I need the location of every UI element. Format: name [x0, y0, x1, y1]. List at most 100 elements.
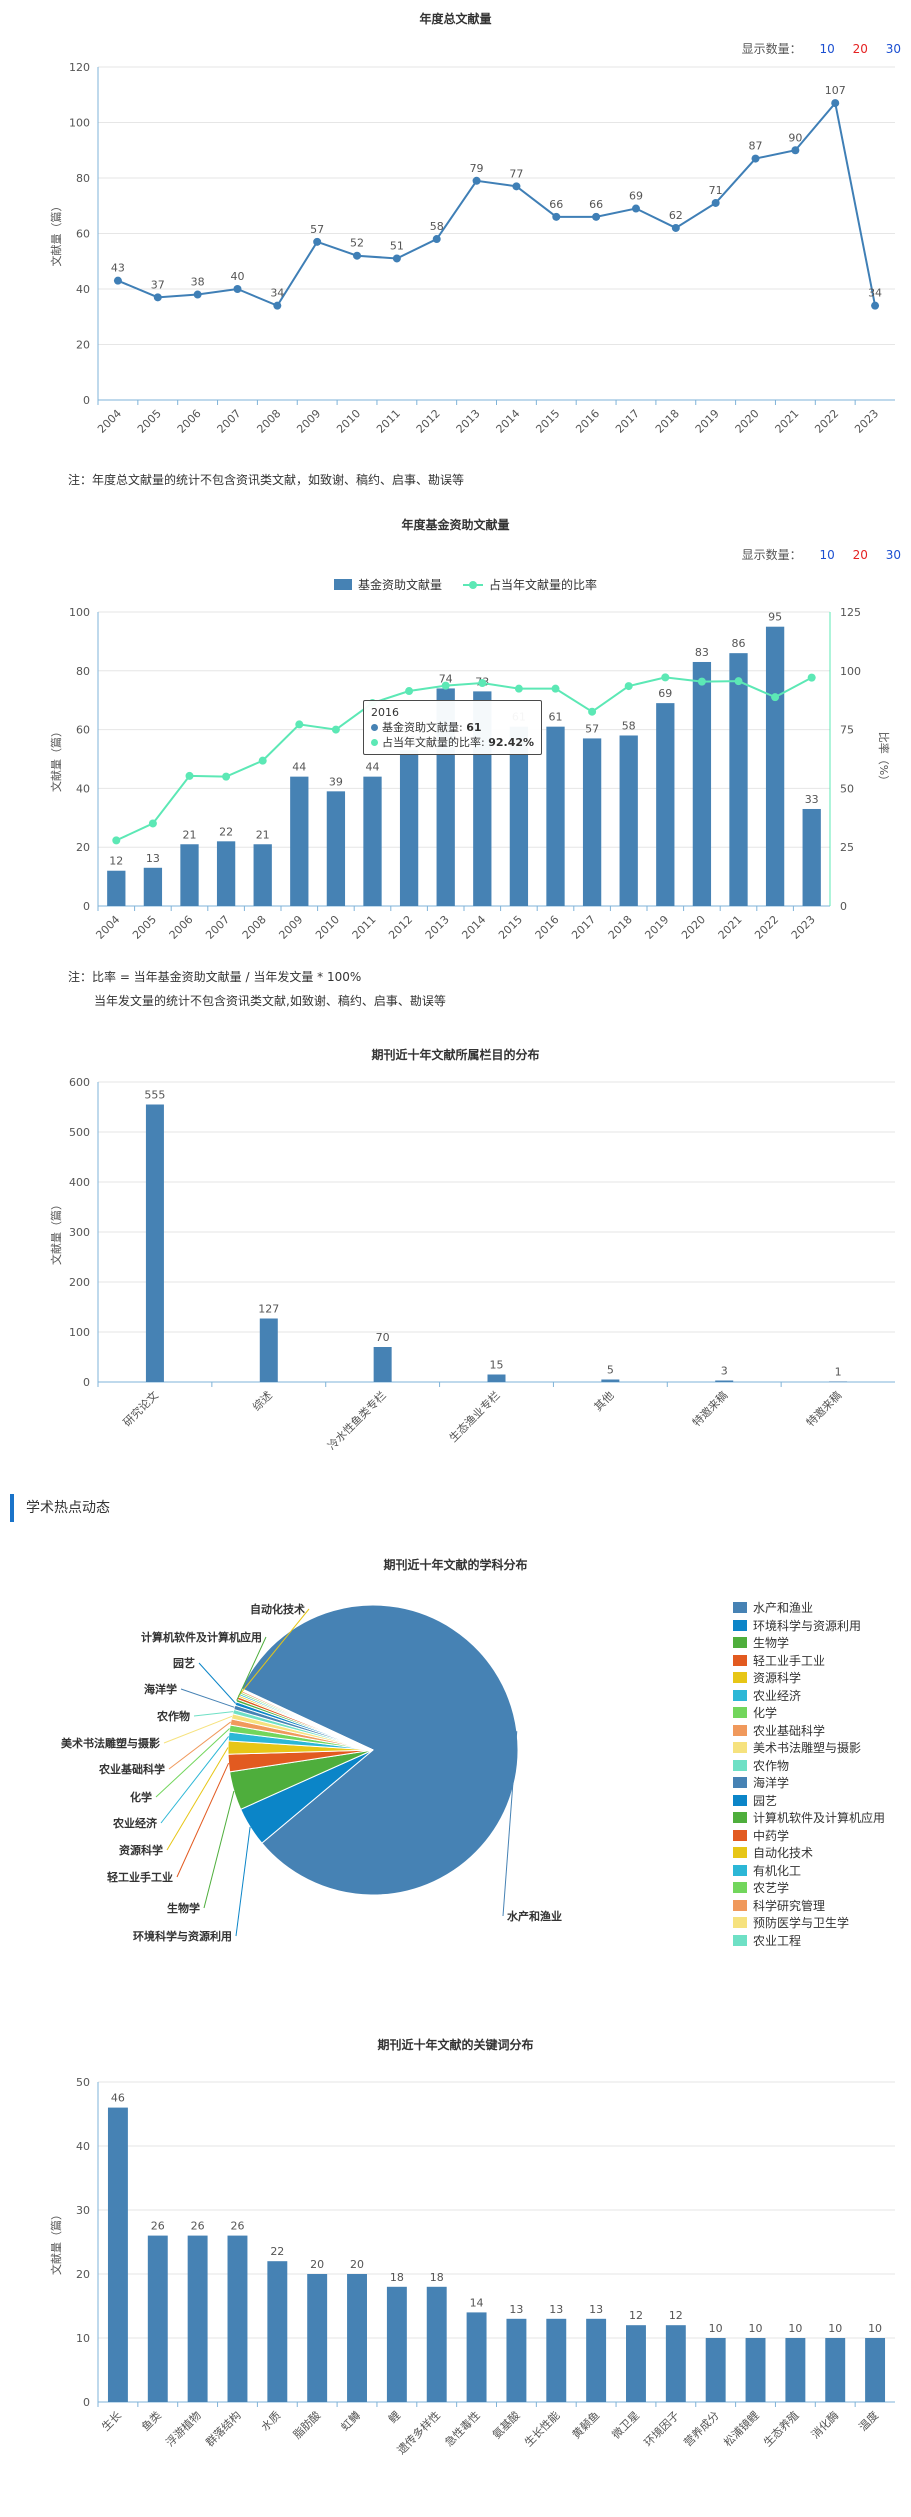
bar — [253, 844, 272, 906]
show-count-10-button[interactable]: 10 — [819, 548, 835, 562]
legend-item[interactable]: 科学研究管理 — [733, 1898, 885, 1916]
callout-label: 化学 — [130, 1790, 152, 1804]
tooltip-bar-label: 基金资助文献量 — [382, 721, 459, 734]
x-tick-label: 脂肪酸 — [290, 2408, 323, 2441]
callout-label: 农业基础科学 — [98, 1762, 165, 1776]
legend-item[interactable]: 化学 — [733, 1705, 885, 1723]
pie-slice — [240, 1687, 374, 1751]
bar-data-label: 12 — [669, 2309, 683, 2322]
callout-line — [168, 1721, 232, 1770]
chart2-note-line1: 注：比率 = 当年基金资助文献量 / 当年发文量 * 100% — [68, 970, 362, 984]
y-axis-label: 文献量（篇） — [49, 201, 63, 267]
legend-label: 环境科学与资源利用 — [753, 1618, 862, 1633]
y2-axis-label: 比率（%） — [877, 732, 891, 786]
show-count-30-button[interactable]: 30 — [885, 42, 901, 56]
legend-label: 农艺学 — [753, 1881, 790, 1895]
legend-item[interactable]: 资源科学 — [733, 1670, 885, 1688]
ratio-point — [148, 819, 157, 828]
academic-hotspot-heading: 学术热点动态 — [10, 1494, 110, 1522]
callout-line — [176, 1762, 230, 1878]
legend-item[interactable]: 农业工程 — [733, 1933, 885, 1951]
legend-item[interactable]: 农业经济 — [733, 1688, 885, 1706]
bar — [145, 1104, 164, 1382]
show-count-20-button[interactable]: 20 — [852, 548, 868, 562]
legend-item[interactable]: 计算机软件及计算机应用 — [733, 1810, 885, 1828]
y-tick-label: 600 — [69, 1076, 90, 1089]
x-tick-label: 其他 — [592, 1389, 617, 1414]
ratio-point — [661, 673, 670, 682]
legend-swatch — [733, 1794, 747, 1806]
legend-label: 农业经济 — [753, 1688, 802, 1703]
legend-item[interactable]: 农作物 — [733, 1758, 885, 1776]
legend-swatch — [733, 1637, 747, 1648]
legend-item[interactable]: 水产和渔业 — [733, 1600, 885, 1618]
show-count-30-button[interactable]: 30 — [885, 548, 901, 562]
x-tick-label: 黄颡鱼 — [569, 2408, 602, 2441]
bar — [665, 2325, 686, 2402]
bar-data-label: 95 — [768, 611, 782, 624]
bar — [187, 2235, 208, 2402]
legend-item[interactable]: 环境科学与资源利用 — [733, 1618, 885, 1636]
bar-data-label: 58 — [622, 719, 636, 732]
callout-line — [236, 1636, 267, 1701]
x-tick-label: 2010 — [334, 407, 363, 436]
x-tick-label: 2013 — [454, 407, 483, 436]
x-tick-label: 生态养殖 — [760, 2408, 801, 2449]
data-point — [113, 276, 122, 285]
legend-swatch — [733, 1654, 747, 1666]
bar-data-label: 15 — [490, 1359, 504, 1372]
legend-item[interactable]: 农艺学 — [733, 1880, 885, 1898]
bar — [729, 653, 748, 906]
callout-line — [163, 1715, 233, 1744]
x-tick-label: 生态渔业专栏 — [446, 1388, 503, 1445]
y-tick-label: 200 — [69, 1276, 90, 1289]
data-point — [552, 212, 561, 221]
show-count-10-button[interactable]: 10 — [819, 42, 835, 56]
line-dot-icon — [371, 739, 378, 746]
bar — [705, 2338, 726, 2402]
data-label: 90 — [788, 131, 802, 144]
x-tick-label: 2019 — [642, 913, 671, 942]
ratio-line — [115, 676, 813, 842]
legend-bar-label: 基金资助文献量 — [358, 577, 442, 592]
y-tick-label: 400 — [69, 1176, 90, 1189]
legend-item[interactable]: 生物学 — [733, 1635, 885, 1653]
legend-label: 预防医学与卫生学 — [753, 1916, 850, 1930]
data-point — [392, 254, 401, 263]
bar — [802, 808, 821, 906]
show-count-20-button[interactable]: 20 — [852, 42, 868, 56]
x-tick-label: 2012 — [386, 913, 415, 942]
legend-item[interactable]: 美术书法雕塑与摄影 — [733, 1740, 885, 1758]
callout-label: 轻工业手工业 — [107, 1870, 173, 1884]
data-point — [751, 154, 760, 163]
legend-item[interactable]: 有机化工 — [733, 1863, 885, 1881]
y-tick-label: 50 — [76, 2076, 90, 2089]
bar — [715, 1380, 734, 1382]
callout-line — [238, 1608, 310, 1697]
y2-tick-label: 125 — [840, 606, 861, 619]
x-tick-label: 2012 — [414, 407, 443, 436]
data-label: 51 — [390, 239, 404, 252]
chart2-tooltip: 2016 基金资助文献量: 61 占当年文献量的比率: 92.42% — [363, 700, 543, 755]
legend-item[interactable]: 园艺 — [733, 1793, 885, 1811]
callout-label: 计算机软件及计算机应用 — [141, 1630, 262, 1644]
bar-data-label: 21 — [256, 828, 270, 841]
legend-item[interactable]: 自动化技术 — [733, 1845, 885, 1863]
x-tick-label: 2018 — [653, 407, 682, 436]
tooltip-line-row: 占当年文献量的比率: 92.42% — [371, 735, 534, 750]
x-tick-label: 2021 — [773, 407, 802, 436]
bar-data-label: 127 — [258, 1303, 279, 1316]
bar — [601, 1379, 620, 1382]
legend-item[interactable]: 预防医学与卫生学 — [733, 1915, 885, 1933]
bar-data-label: 26 — [230, 2220, 244, 2233]
legend-label: 科学研究管理 — [753, 1898, 826, 1913]
bar-data-label: 5 — [607, 1364, 614, 1377]
x-tick-label: 2018 — [606, 913, 635, 942]
legend-item[interactable]: 农业基础科学 — [733, 1723, 885, 1741]
x-tick-label: 2006 — [175, 407, 204, 436]
legend-item[interactable]: 中药学 — [733, 1828, 885, 1846]
data-label: 107 — [825, 84, 846, 97]
legend-item[interactable]: 海洋学 — [733, 1775, 885, 1793]
x-tick-label: 虹鳟 — [338, 2408, 363, 2433]
legend-item[interactable]: 轻工业手工业 — [733, 1653, 885, 1671]
